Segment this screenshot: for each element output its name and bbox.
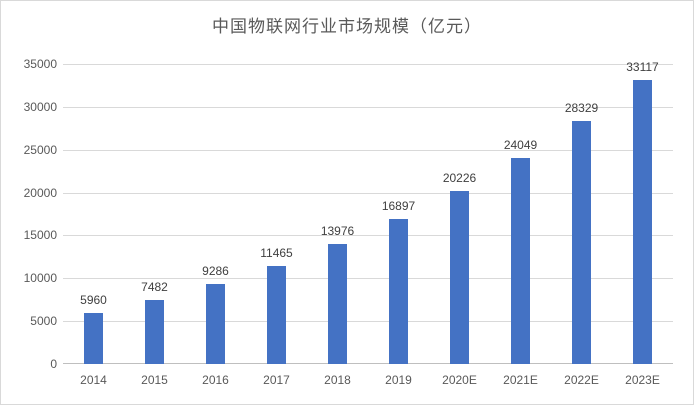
gridline-20000: [63, 192, 673, 194]
bar-value-label: 28329: [564, 101, 599, 115]
bar-value-label: 16897: [381, 199, 416, 213]
y-axis-tick-label: 35000: [23, 57, 57, 71]
bar-2022E: [572, 121, 591, 364]
gridline-30000: [63, 106, 673, 108]
x-axis-tick-label: 2017: [263, 373, 290, 387]
bar-2016: [206, 284, 225, 364]
y-axis-tick-label: 15000: [23, 228, 57, 243]
x-axis-tick-label: 2019: [385, 373, 412, 387]
bar-value-label: 9286: [202, 264, 229, 278]
x-axis-tick-label: 2015: [141, 373, 168, 387]
bar-2019: [389, 219, 408, 364]
x-axis-tick-label: 2022E: [564, 373, 599, 387]
x-axis-tick-label: 2018: [324, 373, 351, 387]
bar-value-label: 24049: [503, 138, 538, 152]
y-axis-tick-label: 25000: [23, 142, 57, 157]
y-axis-tick-label: 5000: [30, 314, 57, 329]
x-axis-tick-label: 2016: [202, 373, 229, 387]
x-axis-tick-label: 2021E: [503, 373, 538, 387]
bar-2015: [145, 300, 164, 364]
bar-value-label: 11465: [260, 246, 293, 260]
bar-2023E: [633, 80, 652, 364]
bar-2020E: [450, 191, 469, 364]
bar-value-label: 13976: [320, 224, 355, 238]
x-axis-line: [63, 363, 673, 364]
gridline-5000: [63, 321, 673, 323]
x-axis-tick-label: 2020E: [442, 373, 477, 387]
gridline-35000: [63, 64, 673, 65]
y-axis-tick-label: 20000: [23, 185, 57, 200]
bar-value-label: 7482: [141, 280, 168, 294]
gridline-10000: [63, 278, 673, 280]
bar-2017: [267, 266, 286, 364]
chart-title: 中国物联网行业市场规模（亿元）: [212, 17, 482, 36]
x-axis-tick-label: 2023E: [625, 373, 660, 387]
gridline-25000: [63, 149, 673, 151]
gridline-15000: [63, 235, 673, 237]
x-axis-tick-label: 2014: [80, 373, 107, 387]
bar-value-label: 5960: [80, 293, 107, 307]
bar-2014: [84, 313, 103, 364]
y-axis-tick-label: 10000: [23, 271, 57, 286]
y-axis-tick-label: 0: [50, 357, 57, 371]
bar-2021E: [511, 158, 530, 364]
bar-value-label: 20226: [442, 171, 477, 185]
bar-value-label: 33117: [626, 60, 659, 74]
y-axis-tick-label: 30000: [23, 99, 57, 114]
plot-area: [63, 64, 673, 364]
bar-2018: [328, 244, 347, 364]
